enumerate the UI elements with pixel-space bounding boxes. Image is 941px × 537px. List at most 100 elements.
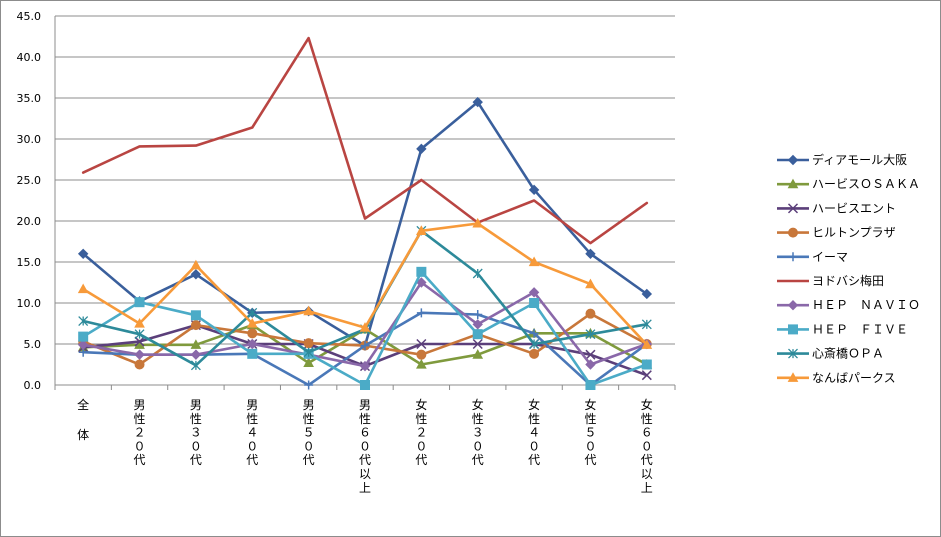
data-point xyxy=(190,269,202,280)
series-layer xyxy=(77,36,653,390)
y-tick-label: 40.0 xyxy=(17,51,42,64)
legend-label: ヒルトンプラザ xyxy=(812,226,896,240)
x-tick-label: 女性６０代以上 xyxy=(641,397,653,495)
legend-label: ディアモール大阪 xyxy=(812,152,907,167)
legend-item: ハービスエント xyxy=(777,201,896,215)
data-point xyxy=(416,143,427,155)
series-group xyxy=(78,266,652,390)
data-point xyxy=(246,317,258,328)
data-point xyxy=(303,305,314,316)
legend-item: ＨＥＰ ＮＡＶＩＯ xyxy=(777,298,920,312)
data-point xyxy=(416,225,427,235)
data-point xyxy=(416,277,427,288)
legend-item: ヨドバシ梅田 xyxy=(777,273,884,288)
legend-label: ヨドバシ梅田 xyxy=(812,273,884,288)
data-point xyxy=(190,349,202,360)
data-point xyxy=(416,338,427,350)
data-point xyxy=(247,307,258,318)
data-point xyxy=(641,319,652,330)
data-point xyxy=(134,317,145,328)
legend-label: 心斎橋ＯＰＡ xyxy=(812,346,884,361)
data-point xyxy=(416,308,426,318)
x-tick-label: 女性２０代 xyxy=(415,397,427,467)
legend-label: ハービスＯＳＡＫＡ xyxy=(812,177,920,191)
series-line xyxy=(81,36,649,245)
legend-swatch-marker xyxy=(788,348,798,359)
data-point xyxy=(528,184,540,196)
data-point xyxy=(303,347,314,358)
y-tick-label: 35.0 xyxy=(17,92,42,105)
data-point xyxy=(641,370,652,381)
data-point xyxy=(585,278,596,289)
data-point xyxy=(359,322,371,332)
legend-label: イーマ xyxy=(812,250,848,264)
data-point xyxy=(190,339,202,349)
y-tick-label: 0.0 xyxy=(24,379,42,392)
data-point xyxy=(472,217,484,228)
data-point xyxy=(134,329,145,340)
legend-swatch-marker xyxy=(788,252,798,262)
data-point xyxy=(78,331,89,342)
x-tick-label: 女性４０代 xyxy=(528,397,540,467)
data-point xyxy=(585,248,596,260)
x-tick-label: 男性４０代 xyxy=(246,398,258,467)
data-point xyxy=(585,329,596,340)
data-point xyxy=(472,338,483,350)
legend-swatch-marker xyxy=(787,154,799,166)
x-tick-label: 男性５０代 xyxy=(303,398,315,467)
data-point xyxy=(416,266,427,277)
data-point xyxy=(585,308,596,319)
y-tick-label: 25.0 xyxy=(17,174,42,187)
data-point xyxy=(134,336,145,347)
data-point xyxy=(360,380,370,390)
data-point xyxy=(416,349,427,360)
data-point xyxy=(190,259,202,270)
y-tick-label: 30.0 xyxy=(17,133,42,146)
data-point xyxy=(585,359,596,370)
data-point xyxy=(472,268,483,279)
data-point xyxy=(529,298,540,308)
data-point xyxy=(529,348,540,359)
legend-item: ディアモール大阪 xyxy=(777,152,907,167)
data-point xyxy=(134,297,145,308)
data-point xyxy=(77,248,89,260)
x-tick-label: 男性２０代 xyxy=(134,398,146,467)
data-point xyxy=(190,320,201,331)
x-tick-label: 男性３０代 xyxy=(190,398,202,467)
data-point xyxy=(472,319,483,330)
data-point xyxy=(528,287,540,298)
data-point xyxy=(78,316,89,326)
series-group xyxy=(81,36,649,245)
data-point xyxy=(134,349,145,360)
y-tick-label: 15.0 xyxy=(17,256,42,269)
data-point xyxy=(247,348,258,359)
x-tick-label: 全体 xyxy=(77,397,89,442)
data-point xyxy=(247,338,258,350)
x-tick-label: 女性５０代 xyxy=(584,397,596,467)
y-tick-label: 45.0 xyxy=(17,10,42,23)
y-tick-label: 10.0 xyxy=(17,297,42,310)
data-point xyxy=(585,380,596,390)
data-point xyxy=(641,359,652,370)
data-point xyxy=(77,283,89,294)
data-point xyxy=(190,360,201,371)
data-point xyxy=(247,328,258,339)
data-point xyxy=(77,339,89,351)
legend-item: ヒルトンプラザ xyxy=(777,226,896,240)
legend-swatch-marker xyxy=(788,324,798,335)
data-point xyxy=(360,341,370,351)
data-point xyxy=(472,96,483,108)
data-point xyxy=(472,329,483,340)
legend-item: ＨＥＰ ＦＩＶＥ xyxy=(777,322,908,336)
legend-swatch-marker xyxy=(788,227,798,238)
data-point xyxy=(641,339,653,349)
axes: 0.0 5.0 10.0 15.0 20.0 25.0 30.0 35.0 40.0 45.0 全体… xyxy=(17,10,676,495)
data-point xyxy=(528,256,540,267)
x-tick-label: 男性６０代以上 xyxy=(359,398,371,495)
y-tick-label: 5.0 xyxy=(24,338,42,351)
legend-swatch-marker xyxy=(787,372,799,382)
data-point xyxy=(585,349,596,360)
legend-label: ハービスエント xyxy=(812,201,896,215)
legend-label: ＨＥＰ ＮＡＶＩＯ xyxy=(812,298,920,312)
